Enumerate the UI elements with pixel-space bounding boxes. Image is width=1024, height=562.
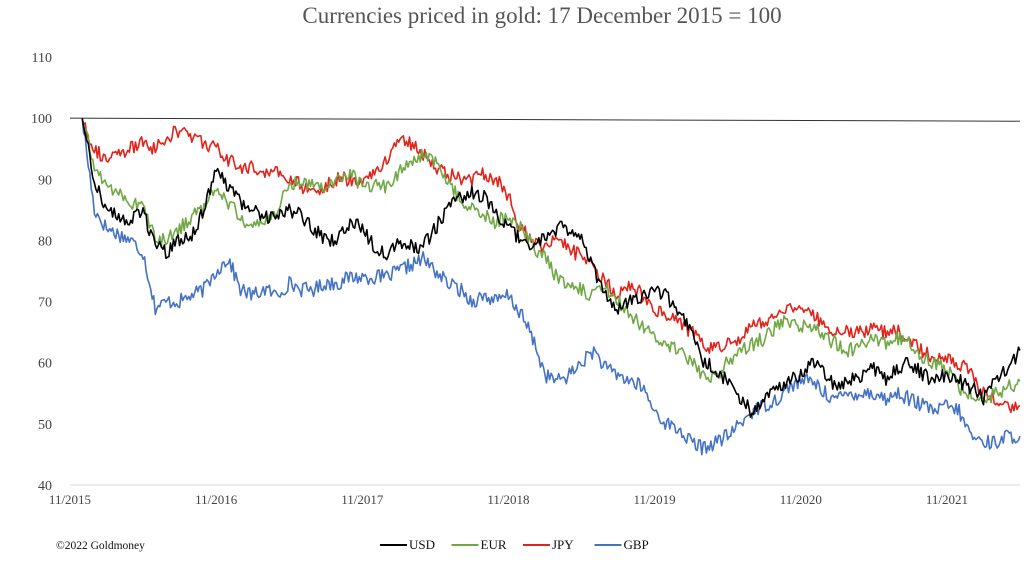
y-tick-label: 100 xyxy=(31,112,52,127)
copyright-text: ©2022 Goldmoney xyxy=(56,540,145,552)
series-line-gbp xyxy=(81,118,1021,456)
legend-label-jpy: JPY xyxy=(552,537,574,552)
x-tick-label: 11/2016 xyxy=(195,492,238,507)
y-tick-label: 90 xyxy=(38,173,52,188)
series-line-eur xyxy=(81,117,1021,404)
legend: USD EUR JPY GBP xyxy=(380,537,649,552)
reference-line-100 xyxy=(69,117,1021,122)
legend-label-eur: EUR xyxy=(481,537,507,552)
y-tick-label: 70 xyxy=(38,296,52,311)
y-tick-label: 110 xyxy=(32,51,52,66)
x-tick-label: 11/2015 xyxy=(49,492,91,507)
y-tick-label: 50 xyxy=(38,418,52,433)
y-axis: 40 50 60 70 80 90 100 110 xyxy=(31,51,52,494)
y-tick-label: 60 xyxy=(38,357,52,372)
legend-label-usd: USD xyxy=(409,537,435,552)
y-tick-label: 80 xyxy=(38,234,52,249)
x-tick-label: 11/2020 xyxy=(780,492,822,507)
y-tick-label: 40 xyxy=(38,479,52,494)
x-tick-label: 11/2018 xyxy=(487,492,529,507)
x-tick-label: 11/2021 xyxy=(926,492,968,507)
legend-label-gbp: GBP xyxy=(624,537,649,552)
x-tick-label: 11/2019 xyxy=(634,492,676,507)
x-axis: 11/2015 11/2016 11/2017 11/2018 11/2019 11/20… xyxy=(49,492,968,507)
series-line-jpy xyxy=(81,117,1021,414)
chart-title: Currencies priced in gold: 17 December 2… xyxy=(302,3,781,28)
plot-area xyxy=(81,117,1021,456)
x-tick-label: 11/2017 xyxy=(341,492,384,507)
series-line-usd xyxy=(81,117,1021,418)
